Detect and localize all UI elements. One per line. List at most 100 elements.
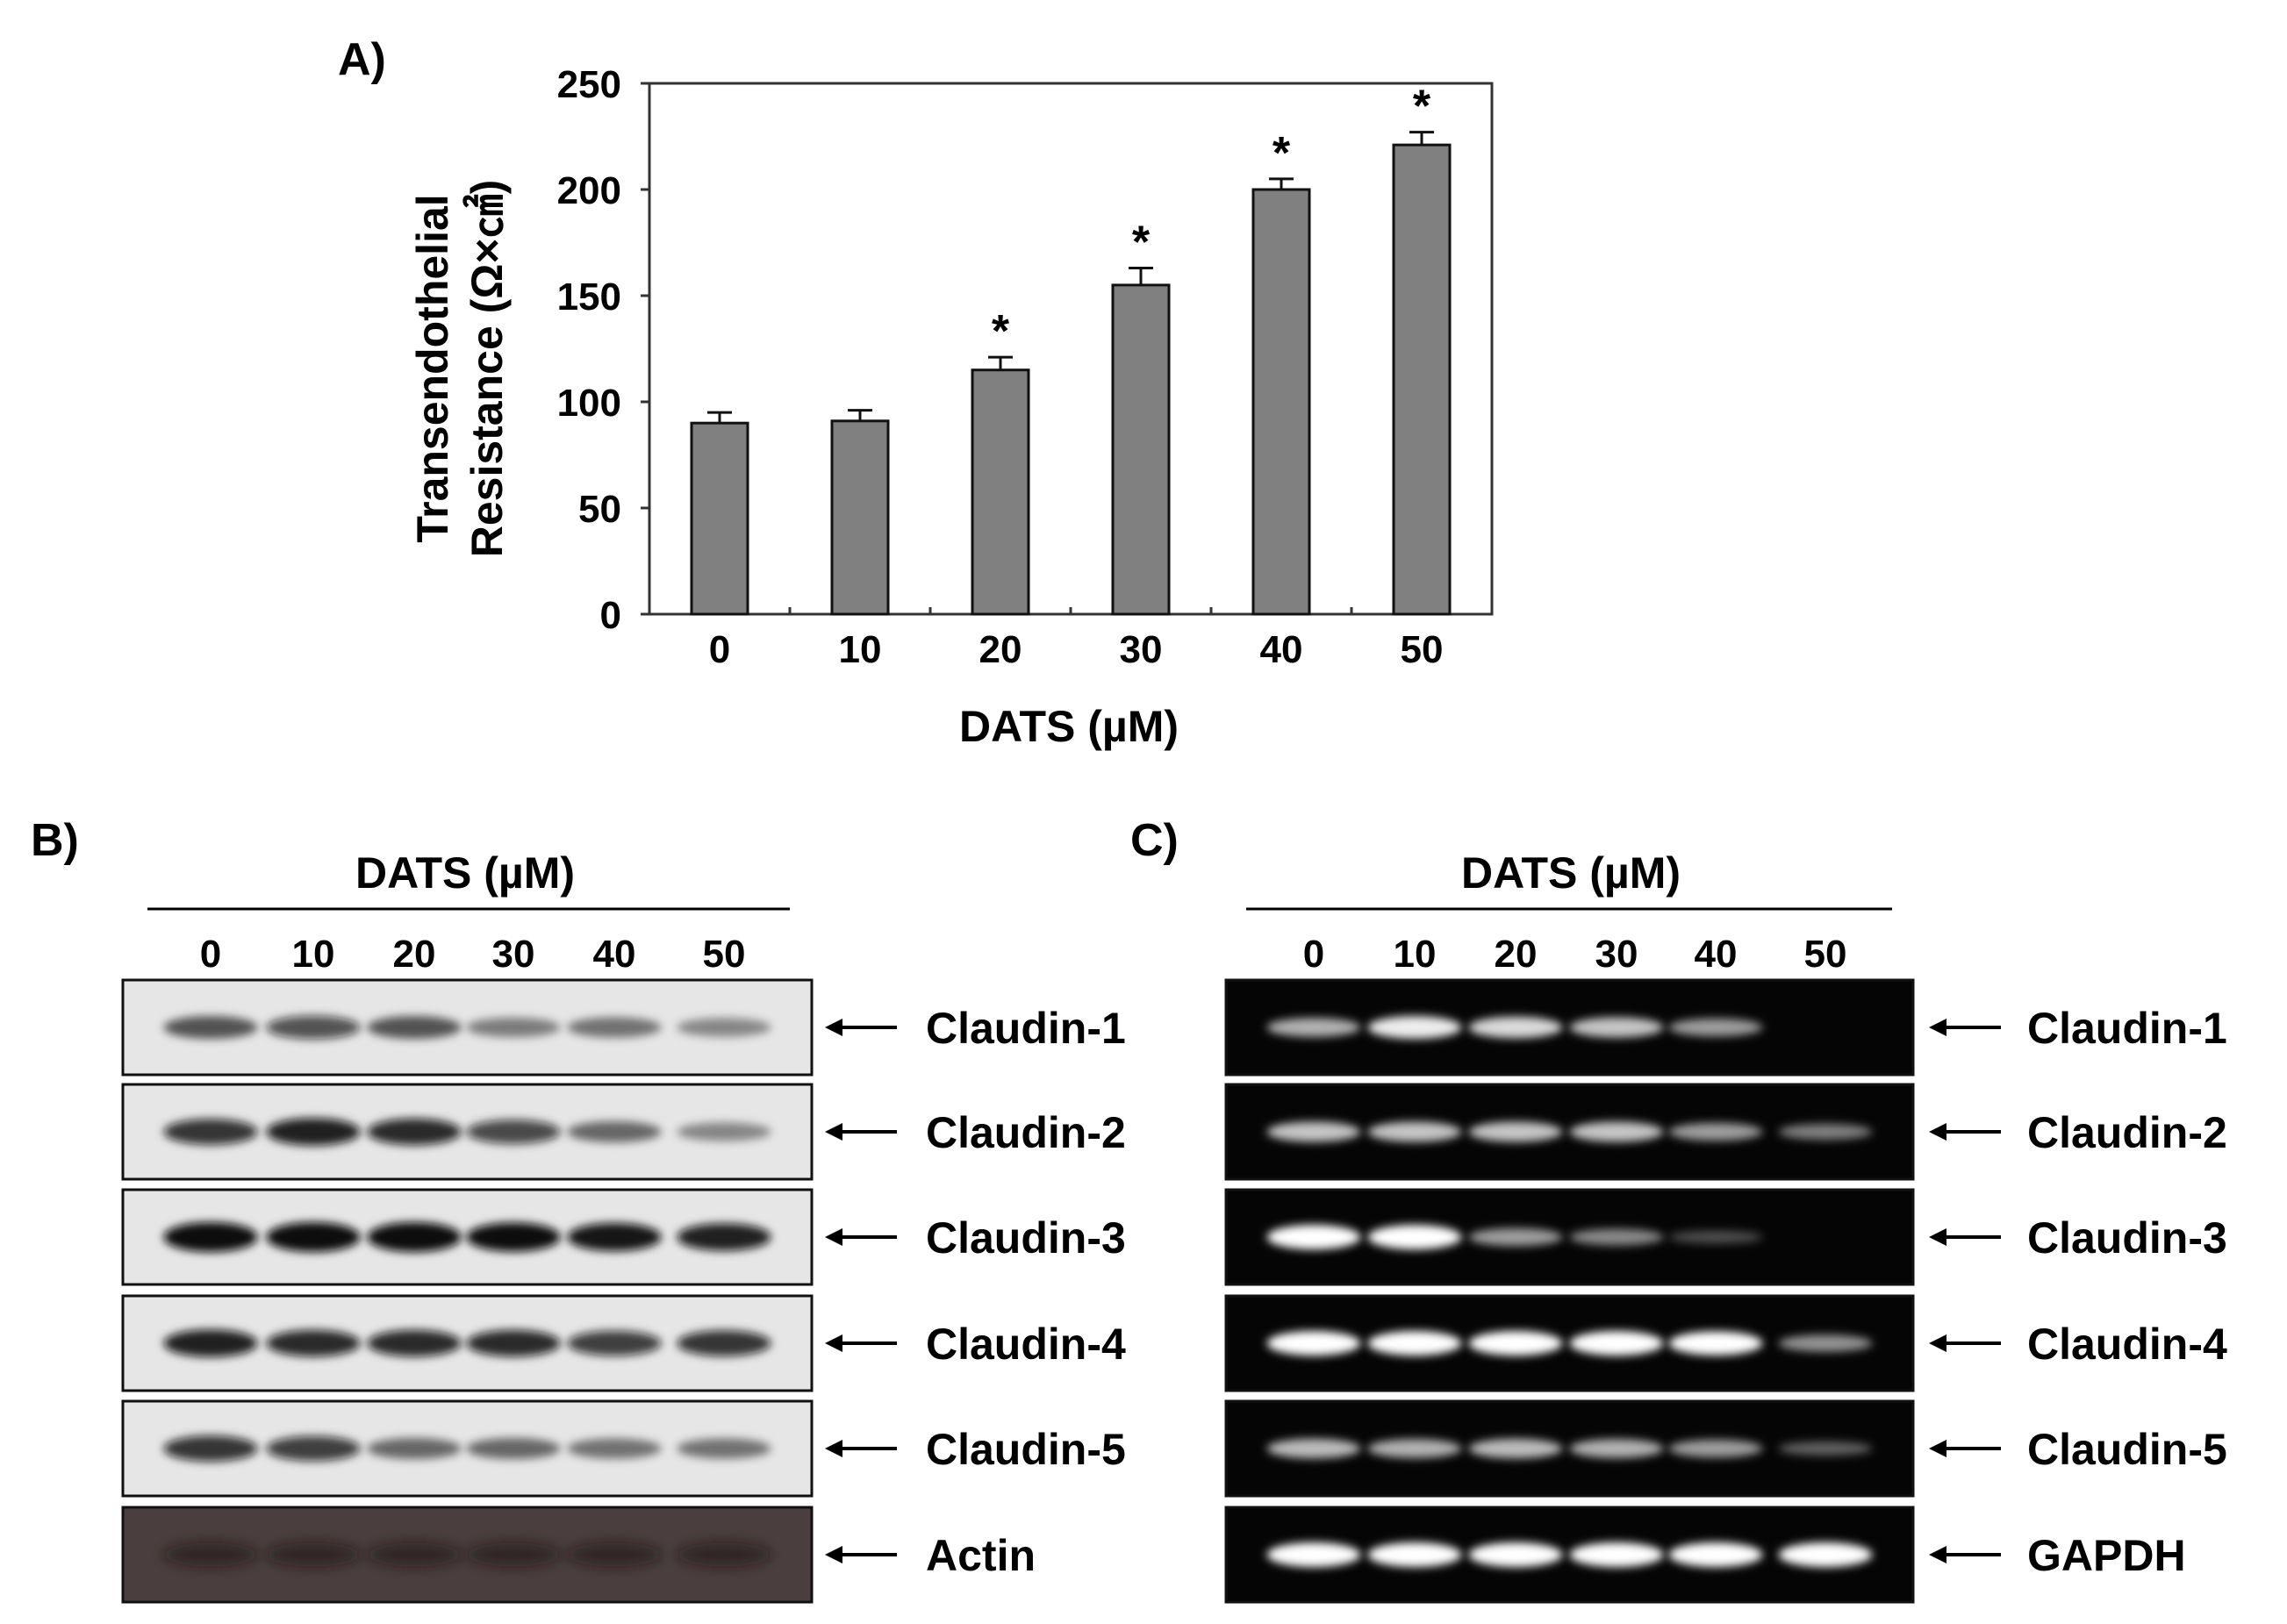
y-axis: 0 50 100 150 200 250: [557, 63, 649, 637]
blot-row: GAPDH: [1224, 1506, 2186, 1604]
band: [1367, 1439, 1462, 1458]
band: [466, 1542, 561, 1567]
bar: [690, 421, 749, 616]
panel-c-blots: Claudin-1 Claudin-2 Claudin-3 Claudin-4 Clau…: [1224, 978, 2227, 1604]
band: [1266, 1331, 1361, 1356]
band: [1367, 1331, 1462, 1356]
band: [677, 1122, 771, 1141]
y-tick-label: 200: [557, 169, 621, 212]
band: [1468, 1016, 1563, 1039]
plot-frame: [648, 82, 1494, 616]
blot-row: Claudin-1: [1224, 978, 2227, 1077]
arrow-left-icon: [825, 1019, 842, 1036]
band-label: Actin: [926, 1531, 1036, 1580]
band: [567, 1017, 662, 1038]
lane-label: 0: [1303, 933, 1324, 976]
blot-row: Claudin-3: [1224, 1188, 2227, 1286]
band-label: Claudin-3: [2027, 1213, 2227, 1263]
bar: [971, 368, 1030, 616]
arrow-left-icon: [1929, 1228, 1946, 1246]
band: [1266, 1542, 1361, 1567]
band-label: Claudin-1: [2027, 1004, 2227, 1053]
band: [266, 1118, 361, 1146]
band-label: Claudin-4: [926, 1320, 1126, 1369]
band: [567, 1542, 662, 1567]
lane-label: 10: [1394, 933, 1437, 976]
panel-b-header: DATS (µM): [355, 848, 575, 898]
band: [466, 1017, 561, 1038]
blot-row: Claudin-2: [121, 1083, 1126, 1181]
band: [677, 1542, 771, 1567]
band: [367, 1437, 462, 1460]
band: [266, 1435, 361, 1462]
y-tick-label: 150: [557, 275, 621, 318]
panel-c-label: C): [1130, 815, 1179, 866]
band: [1668, 1018, 1763, 1037]
y-axis-label-line1: Transendothelial: [408, 194, 457, 542]
band: [1468, 1438, 1563, 1459]
band: [567, 1222, 662, 1252]
arrow-left-icon: [1929, 1440, 1946, 1457]
band: [1668, 1439, 1763, 1458]
arrow-left-icon: [825, 1334, 842, 1352]
band: [266, 1222, 361, 1252]
band: [1367, 1542, 1462, 1567]
band: [1569, 1017, 1664, 1038]
band: [1778, 1334, 1873, 1352]
band: [466, 1437, 561, 1460]
bar-chart: 0 50 100 150 200 250 0 10 20 30 40 50 * * * * DATS (µ…: [408, 63, 1494, 751]
band-label: Claudin-2: [926, 1108, 1126, 1157]
x-tick-label: 20: [979, 628, 1022, 671]
arrow-left-icon: [1929, 1334, 1946, 1352]
band: [163, 1435, 258, 1462]
significance-marker: *: [1413, 82, 1431, 132]
panel-b-label: B): [31, 815, 79, 866]
panel-b-lane-labels: 0 10 20 30 40 50: [200, 933, 746, 976]
band: [466, 1329, 561, 1357]
band-label: GAPDH: [2027, 1531, 2186, 1580]
bar: [1392, 143, 1452, 616]
band: [466, 1222, 561, 1252]
band: [1668, 1230, 1763, 1244]
band-label: Claudin-1: [926, 1004, 1126, 1053]
lane-label: 50: [703, 933, 746, 976]
band-label: Claudin-3: [926, 1213, 1126, 1263]
band: [1668, 1331, 1763, 1356]
panel-a-label: A): [338, 34, 386, 85]
band: [1468, 1227, 1563, 1247]
band: [677, 1330, 771, 1356]
band: [1468, 1542, 1563, 1567]
band: [367, 1016, 462, 1039]
x-axis: 0 10 20 30 40 50: [709, 607, 1443, 671]
blot-row: Claudin-5: [1224, 1399, 2227, 1498]
band: [1266, 1018, 1361, 1037]
bar: [1251, 188, 1311, 616]
panel-a: A) 0 50 100 150 200 250 0 10 20 30 40 50 * * * * DATS…: [338, 34, 1494, 751]
band: [1668, 1122, 1763, 1141]
band: [1778, 1123, 1873, 1141]
arrow-left-icon: [825, 1228, 842, 1246]
band: [677, 1018, 771, 1037]
panel-b-blots: Claudin-1 Claudin-2 Claudin-3 Claudin-4 Clau…: [121, 978, 1126, 1604]
x-tick-label: 30: [1120, 628, 1163, 671]
y-tick-label: 250: [557, 63, 621, 106]
band-label: Claudin-4: [2027, 1320, 2227, 1369]
y-axis-label-line2: Resistance (Ω×㎠): [462, 180, 512, 558]
lane-label: 20: [1495, 933, 1538, 976]
band: [1569, 1121, 1664, 1142]
significance-marker: *: [992, 306, 1010, 357]
arrow-left-icon: [825, 1546, 842, 1563]
band: [1778, 1542, 1873, 1567]
x-tick-label: 40: [1260, 628, 1303, 671]
band: [1367, 1016, 1462, 1039]
band: [466, 1120, 561, 1144]
blot-row: Claudin-1: [121, 978, 1126, 1077]
band: [266, 1542, 361, 1567]
bar: [1111, 283, 1171, 616]
band: [1569, 1542, 1664, 1567]
band: [1468, 1331, 1563, 1356]
band: [1569, 1439, 1664, 1458]
band: [163, 1119, 258, 1145]
blot-row: Claudin-4: [1224, 1294, 2227, 1392]
x-axis-label: DATS (µM): [959, 702, 1179, 751]
